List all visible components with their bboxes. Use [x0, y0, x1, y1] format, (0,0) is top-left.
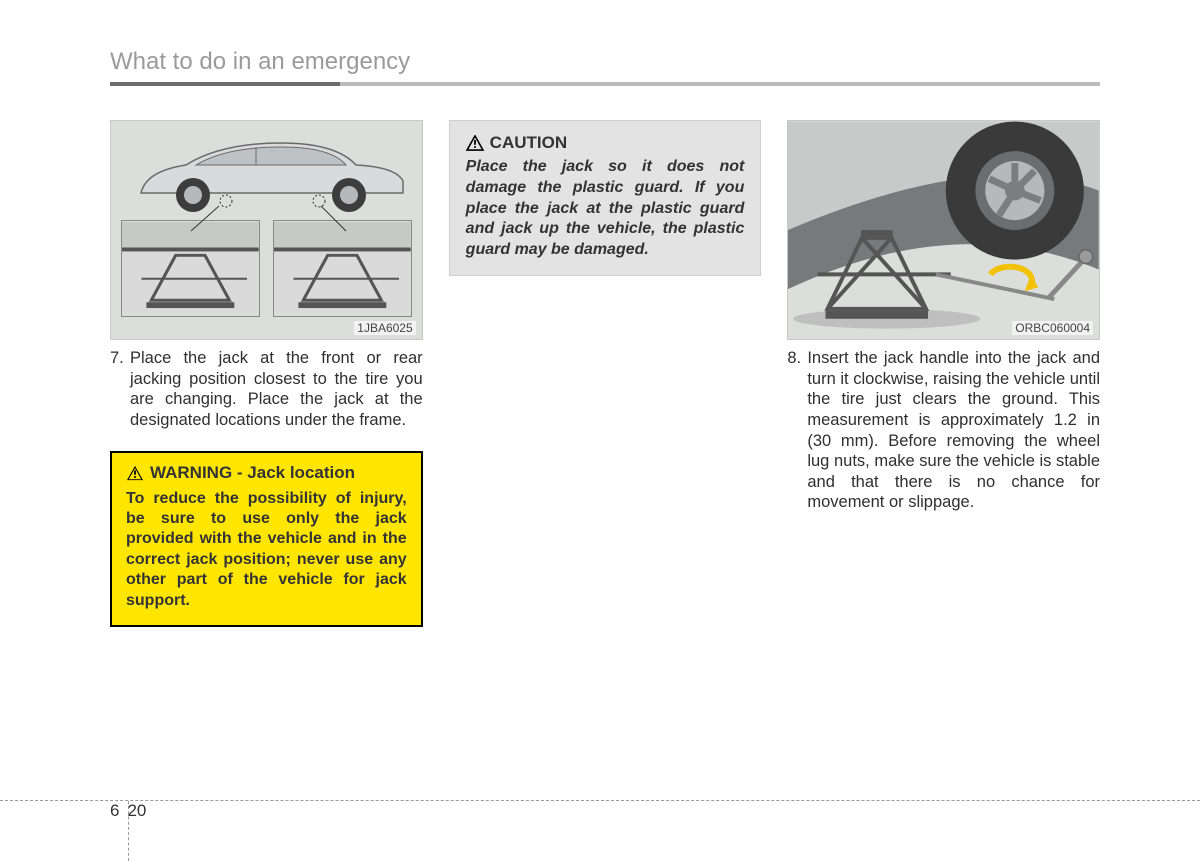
caution-label: CAUTION — [490, 133, 567, 153]
caution-triangle-icon — [466, 135, 484, 151]
footer-dashed-rule — [0, 800, 1200, 801]
warning-body: To reduce the possibility of injury, be … — [126, 489, 407, 612]
page-number: 6 20 — [110, 801, 146, 821]
figure-jack-positions: 1JBA6025 — [110, 120, 423, 340]
step-8-text: Insert the jack handle into the jack and… — [807, 348, 1100, 513]
figure-code-left: 1JBA6025 — [354, 321, 415, 335]
warning-box: WARNING - Jack location To reduce the po… — [110, 451, 423, 628]
warning-subtitle: - Jack location — [237, 463, 355, 482]
column-right: ORBC060004 8. Insert the jack handle int… — [787, 120, 1100, 627]
caution-box: CAUTION Place the jack so it does not da… — [449, 120, 762, 276]
step-8: 8. Insert the jack handle into the jack … — [787, 348, 1100, 513]
step-8-number: 8. — [787, 348, 807, 513]
figure-jack-handle: ORBC060004 — [787, 120, 1100, 340]
section-title: What to do in an emergency — [110, 48, 1100, 76]
chapter-number: 6 — [110, 801, 119, 821]
caution-heading: CAUTION — [466, 133, 745, 153]
content-columns: 1JBA6025 7. Place the jack at the front … — [110, 120, 1100, 627]
warning-heading: WARNING - Jack location — [126, 463, 407, 483]
warning-label: WARNING — [150, 463, 232, 482]
warning-triangle-icon — [126, 465, 144, 481]
figure-code-right: ORBC060004 — [1012, 321, 1093, 335]
step-7: 7. Place the jack at the front or rear j… — [110, 348, 423, 431]
title-rule — [110, 82, 1100, 86]
column-middle: CAUTION Place the jack so it does not da… — [449, 120, 762, 627]
caution-body: Place the jack so it does not damage the… — [466, 157, 745, 261]
column-left: 1JBA6025 7. Place the jack at the front … — [110, 120, 423, 627]
callout-lines — [111, 121, 422, 339]
step-7-text: Place the jack at the front or rear jack… — [130, 348, 423, 431]
page-in-chapter: 20 — [127, 801, 146, 821]
step-7-number: 7. — [110, 348, 130, 431]
